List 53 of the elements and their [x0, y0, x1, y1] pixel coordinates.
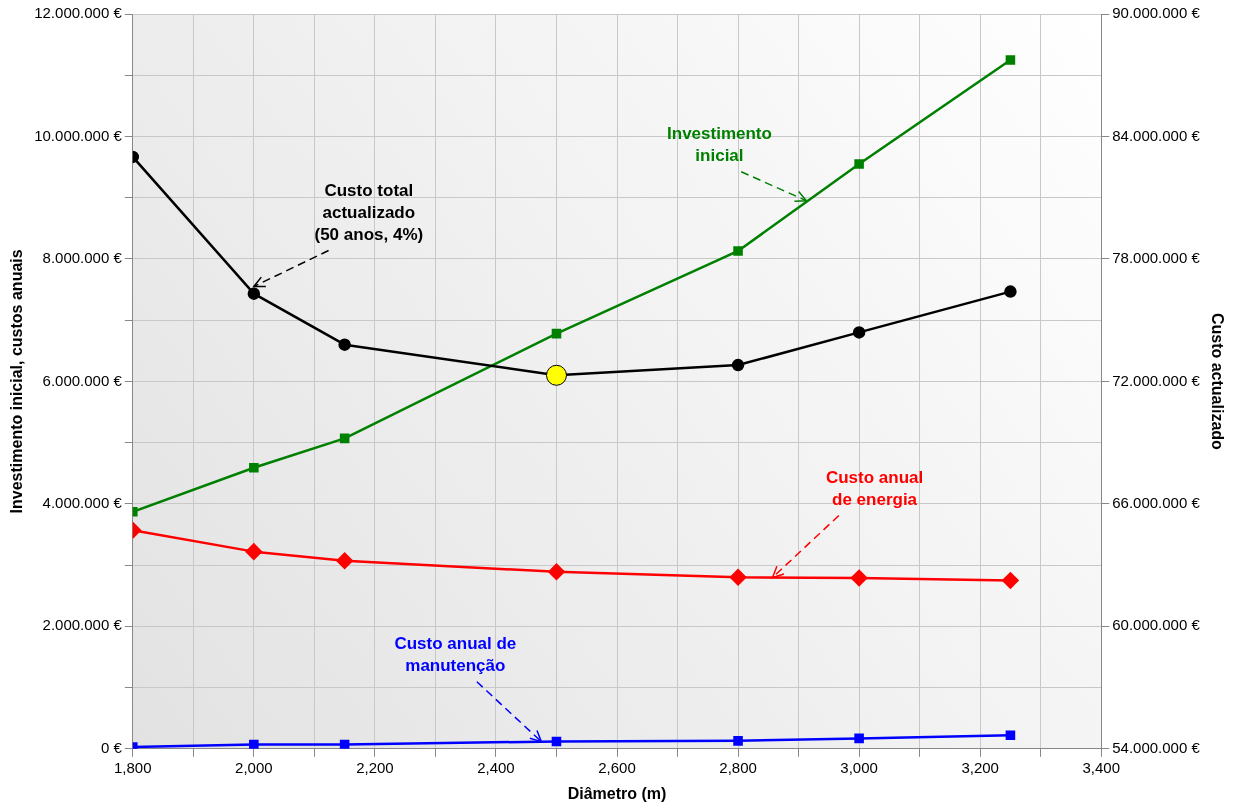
x-tick-label: 3,200	[961, 758, 999, 776]
y2-tick-label: 54.000.000 €	[1112, 738, 1201, 756]
point	[729, 569, 747, 586]
y2-tick-label: 90.000.000 €	[1112, 4, 1201, 22]
point	[1004, 285, 1017, 298]
y-tick-label: 10.000.000 €	[34, 126, 123, 144]
x-tick-label: 2,600	[598, 758, 636, 776]
y2-tick-label: 78.000.000 €	[1112, 249, 1201, 267]
point	[731, 358, 745, 372]
annotation: Custo anual de energia	[825, 468, 924, 510]
x-axis-title: Diâmetro (m)	[567, 784, 667, 802]
point	[336, 552, 353, 570]
y-axis-title: Investimento inicial, custos anuais	[8, 249, 26, 514]
point	[852, 326, 866, 339]
y-tick-label: 4.000.000 €	[42, 494, 123, 512]
point	[733, 246, 743, 256]
y2-tick-label: 60.000.000 €	[1112, 616, 1201, 634]
y-tick-label: 6.000.000 €	[42, 371, 123, 389]
point	[733, 736, 743, 746]
x-tick-label: 1,800	[114, 758, 152, 776]
point	[1005, 730, 1016, 741]
point	[551, 328, 562, 339]
y2-tick-label: 72.000.000 €	[1112, 371, 1201, 389]
point	[338, 338, 351, 351]
y-tick-label: 8.000.000 €	[42, 249, 123, 267]
y-tick-label: 0 €	[100, 738, 123, 756]
y2-tick-label: 66.000.000 €	[1112, 494, 1201, 512]
point	[1002, 572, 1019, 589]
x-tick-label: 2,000	[235, 758, 273, 776]
point	[1005, 55, 1016, 65]
x-tick-label: 2,200	[356, 758, 394, 776]
point	[249, 462, 259, 473]
x-tick-label: 2,400	[477, 758, 515, 776]
point	[247, 287, 261, 300]
x-tick-label: 2,800	[719, 758, 757, 776]
point	[245, 543, 263, 560]
point	[551, 736, 562, 747]
point	[854, 733, 864, 744]
y2-tick-label: 84.000.000 €	[1112, 126, 1201, 144]
x-tick-label: 3,400	[1082, 758, 1120, 776]
x-tick-label: 3,000	[840, 758, 878, 776]
y-tick-label: 2.000.000 €	[42, 616, 123, 634]
annotation: Custo anual de manutenção	[394, 634, 517, 676]
y2-axis-title: Custo actualizado	[1208, 312, 1226, 451]
annotation: Custo total actualizado (50 anos, 4%)	[314, 181, 424, 245]
point	[548, 563, 565, 581]
point	[339, 433, 350, 444]
point	[850, 569, 868, 587]
annotation: Investimento inicial	[667, 124, 772, 166]
point	[854, 159, 864, 169]
point	[249, 739, 259, 749]
point	[545, 364, 567, 386]
y-tick-label: 12.000.000 €	[34, 4, 123, 22]
